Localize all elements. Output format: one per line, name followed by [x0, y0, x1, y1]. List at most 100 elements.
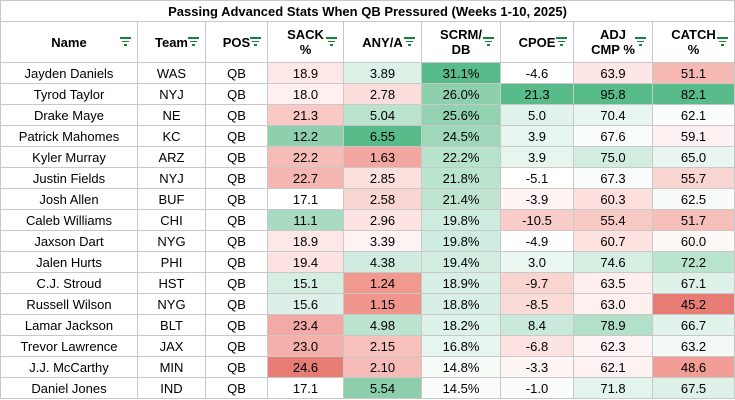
cell-sack-pct[interactable]: 24.6	[267, 356, 344, 378]
cell-any-a[interactable]: 2.10	[343, 356, 422, 378]
cell-any-a[interactable]: 2.58	[343, 188, 422, 210]
cell-cpoe[interactable]: 8.4	[500, 314, 574, 336]
cell-scrm-db[interactable]: 18.9%	[421, 272, 501, 294]
cell-name[interactable]: Jayden Daniels	[0, 62, 138, 84]
cell-team[interactable]: MIN	[137, 356, 206, 378]
cell-catch-pct[interactable]: 62.5	[651, 188, 735, 210]
cell-any-a[interactable]: 5.54	[343, 377, 422, 399]
cell-sack-pct[interactable]: 23.0	[267, 335, 344, 357]
cell-team[interactable]: NE	[137, 104, 206, 126]
cell-sack-pct[interactable]: 19.4	[267, 251, 344, 273]
cell-scrm-db[interactable]: 18.8%	[421, 293, 501, 315]
column-header-team[interactable]: Team	[137, 21, 206, 63]
cell-catch-pct[interactable]: 66.7	[651, 314, 735, 336]
cell-adj-cmp-pct[interactable]: 62.3	[573, 335, 653, 357]
cell-name[interactable]: Drake Maye	[0, 104, 138, 126]
cell-any-a[interactable]: 1.63	[343, 146, 422, 168]
cell-pos[interactable]: QB	[205, 104, 268, 126]
cell-name[interactable]: Daniel Jones	[0, 377, 138, 399]
cell-adj-cmp-pct[interactable]: 60.3	[573, 188, 653, 210]
cell-cpoe[interactable]: -8.5	[500, 293, 574, 315]
cell-name[interactable]: Jaxson Dart	[0, 230, 138, 252]
cell-adj-cmp-pct[interactable]: 63.0	[573, 293, 653, 315]
cell-pos[interactable]: QB	[205, 377, 268, 399]
cell-team[interactable]: NYJ	[137, 167, 206, 189]
cell-any-a[interactable]: 2.15	[343, 335, 422, 357]
cell-catch-pct[interactable]: 67.1	[651, 272, 735, 294]
cell-cpoe[interactable]: -3.9	[500, 188, 574, 210]
cell-any-a[interactable]: 2.96	[343, 209, 422, 231]
cell-scrm-db[interactable]: 18.2%	[421, 314, 501, 336]
cell-scrm-db[interactable]: 19.4%	[421, 251, 501, 273]
cell-name[interactable]: C.J. Stroud	[0, 272, 138, 294]
cell-pos[interactable]: QB	[205, 251, 268, 273]
cell-adj-cmp-pct[interactable]: 62.1	[573, 356, 653, 378]
cell-pos[interactable]: QB	[205, 356, 268, 378]
cell-cpoe[interactable]: 5.0	[500, 104, 574, 126]
cell-cpoe[interactable]: -6.8	[500, 335, 574, 357]
cell-scrm-db[interactable]: 31.1%	[421, 62, 501, 84]
cell-cpoe[interactable]: 3.0	[500, 251, 574, 273]
filter-icon[interactable]	[483, 37, 494, 46]
cell-catch-pct[interactable]: 82.1	[651, 83, 735, 105]
cell-sack-pct[interactable]: 17.1	[267, 188, 344, 210]
cell-cpoe[interactable]: 21.3	[500, 83, 574, 105]
cell-cpoe[interactable]: -4.6	[500, 62, 574, 84]
cell-sack-pct[interactable]: 11.1	[267, 209, 344, 231]
cell-adj-cmp-pct[interactable]: 78.9	[573, 314, 653, 336]
cell-name[interactable]: Lamar Jackson	[0, 314, 138, 336]
cell-name[interactable]: Jalen Hurts	[0, 251, 138, 273]
cell-sack-pct[interactable]: 18.9	[267, 230, 344, 252]
column-header-any-a[interactable]: ANY/A	[343, 21, 422, 63]
filter-icon[interactable]	[120, 37, 131, 46]
cell-adj-cmp-pct[interactable]: 95.8	[573, 83, 653, 105]
cell-team[interactable]: NYG	[137, 293, 206, 315]
cell-adj-cmp-pct[interactable]: 75.0	[573, 146, 653, 168]
filter-icon[interactable]	[635, 37, 646, 46]
cell-any-a[interactable]: 1.24	[343, 272, 422, 294]
cell-catch-pct[interactable]: 51.7	[651, 209, 735, 231]
cell-catch-pct[interactable]: 51.1	[651, 62, 735, 84]
filter-icon[interactable]	[250, 37, 261, 46]
cell-any-a[interactable]: 5.04	[343, 104, 422, 126]
cell-scrm-db[interactable]: 19.8%	[421, 230, 501, 252]
cell-pos[interactable]: QB	[205, 125, 268, 147]
cell-team[interactable]: IND	[137, 377, 206, 399]
cell-catch-pct[interactable]: 59.1	[651, 125, 735, 147]
cell-team[interactable]: BLT	[137, 314, 206, 336]
cell-adj-cmp-pct[interactable]: 67.6	[573, 125, 653, 147]
column-header-scrm-db[interactable]: SCRM/DB	[421, 21, 501, 63]
cell-sack-pct[interactable]: 22.2	[267, 146, 344, 168]
cell-cpoe[interactable]: -3.3	[500, 356, 574, 378]
column-header-cpoe[interactable]: CPOE	[500, 21, 574, 63]
cell-cpoe[interactable]: 3.9	[500, 125, 574, 147]
cell-any-a[interactable]: 2.85	[343, 167, 422, 189]
cell-scrm-db[interactable]: 21.4%	[421, 188, 501, 210]
cell-scrm-db[interactable]: 16.8%	[421, 335, 501, 357]
cell-team[interactable]: KC	[137, 125, 206, 147]
cell-adj-cmp-pct[interactable]: 70.4	[573, 104, 653, 126]
cell-pos[interactable]: QB	[205, 272, 268, 294]
cell-scrm-db[interactable]: 26.0%	[421, 83, 501, 105]
column-header-sack-pct[interactable]: SACK%	[267, 21, 344, 63]
cell-name[interactable]: Trevor Lawrence	[0, 335, 138, 357]
cell-scrm-db[interactable]: 14.8%	[421, 356, 501, 378]
filter-icon[interactable]	[717, 37, 729, 46]
cell-name[interactable]: Justin Fields	[0, 167, 138, 189]
cell-any-a[interactable]: 6.55	[343, 125, 422, 147]
cell-any-a[interactable]: 1.15	[343, 293, 422, 315]
cell-pos[interactable]: QB	[205, 230, 268, 252]
cell-sack-pct[interactable]: 23.4	[267, 314, 344, 336]
cell-catch-pct[interactable]: 63.2	[651, 335, 735, 357]
cell-cpoe[interactable]: -1.0	[500, 377, 574, 399]
cell-sack-pct[interactable]: 21.3	[267, 104, 344, 126]
cell-pos[interactable]: QB	[205, 314, 268, 336]
cell-cpoe[interactable]: -5.1	[500, 167, 574, 189]
filter-icon[interactable]	[556, 37, 567, 46]
cell-sack-pct[interactable]: 22.7	[267, 167, 344, 189]
cell-pos[interactable]: QB	[205, 209, 268, 231]
cell-pos[interactable]: QB	[205, 293, 268, 315]
cell-team[interactable]: JAX	[137, 335, 206, 357]
cell-cpoe[interactable]: -4.9	[500, 230, 574, 252]
filter-icon[interactable]	[404, 37, 415, 46]
